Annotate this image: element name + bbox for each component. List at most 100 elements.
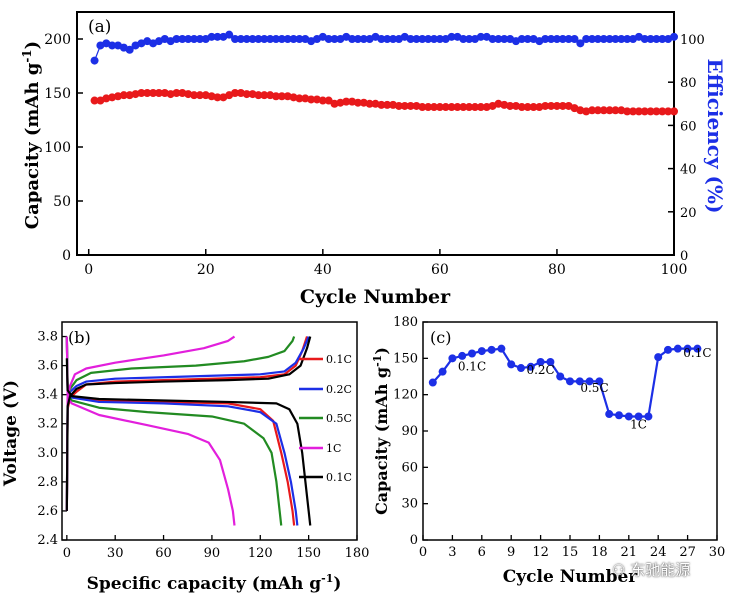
panel-a-y2tick-label: 100 bbox=[680, 33, 705, 48]
rate-point bbox=[497, 344, 506, 353]
efficiency-point bbox=[225, 30, 234, 39]
panel-c-chart: (c) Cycle Number Capacity (mAh g-1) 0 3 6 9… bbox=[371, 315, 725, 587]
rate-point bbox=[507, 360, 516, 369]
efficiency-point bbox=[254, 35, 263, 43]
capacity-point bbox=[213, 93, 222, 102]
efficiency-point bbox=[172, 35, 181, 43]
panel-b-ylabel: Voltage (V) bbox=[1, 380, 21, 487]
capacity-point bbox=[394, 101, 403, 110]
panel-a-ytick-label: 100 bbox=[44, 140, 71, 156]
capacity-point bbox=[143, 89, 152, 97]
rate-annotation: 0.5C bbox=[580, 381, 608, 395]
capacity-point bbox=[195, 91, 204, 100]
capacity-point bbox=[424, 103, 433, 112]
capacity-point bbox=[471, 103, 479, 112]
capacity-point bbox=[593, 106, 602, 115]
efficiency-point bbox=[459, 35, 468, 43]
capacity-point bbox=[277, 92, 286, 101]
watermark-text: 东驰能源 bbox=[630, 561, 691, 579]
efficiency-point bbox=[599, 35, 608, 43]
efficiency-point bbox=[348, 35, 357, 43]
efficiency-point bbox=[435, 35, 444, 43]
rate-point bbox=[468, 349, 476, 358]
capacity-point bbox=[664, 107, 673, 116]
capacity-point bbox=[447, 103, 456, 112]
efficiency-point bbox=[617, 35, 626, 43]
panel-c-xtick-label: 0 bbox=[419, 545, 427, 560]
efficiency-point bbox=[125, 45, 134, 54]
capacity-point bbox=[307, 95, 316, 104]
efficiency-point bbox=[295, 35, 304, 43]
efficiency-point bbox=[558, 35, 567, 43]
panel-a-ytick-label: 150 bbox=[44, 86, 71, 102]
capacity-point bbox=[406, 101, 415, 110]
panel-c-xtick-label: 24 bbox=[650, 545, 667, 560]
rate-point bbox=[634, 412, 643, 421]
capacity-point bbox=[318, 96, 327, 105]
capacity-point bbox=[552, 101, 561, 110]
panel-c-ytick-label: 120 bbox=[393, 388, 418, 403]
capacity-point bbox=[342, 97, 351, 106]
efficiency-point bbox=[324, 35, 333, 43]
legend-label: 0.2C bbox=[326, 383, 352, 396]
rate-point bbox=[615, 411, 623, 420]
panel-b-ytick-label: 3.8 bbox=[37, 330, 58, 345]
efficiency-point bbox=[646, 35, 655, 43]
efficiency-point bbox=[658, 35, 667, 43]
capacity-point bbox=[400, 101, 409, 110]
panel-c-xtick-label: 6 bbox=[478, 545, 486, 560]
rate-point bbox=[546, 357, 555, 366]
capacity-point bbox=[453, 103, 462, 112]
efficiency-point bbox=[108, 41, 117, 50]
panel-b-xtick-label: 60 bbox=[155, 546, 172, 561]
panel-b-chart: (b) Specific capacity (mAh g-1) Voltage … bbox=[1, 321, 369, 594]
efficiency-point bbox=[242, 35, 251, 43]
capacity-point bbox=[295, 94, 304, 103]
voltage-curve-charge-blue bbox=[65, 336, 310, 511]
capacity-point bbox=[646, 107, 655, 116]
panel-b-xtick-label: 120 bbox=[248, 546, 273, 561]
panel-b-frame bbox=[61, 321, 358, 541]
efficiency-point bbox=[283, 35, 292, 43]
panel-b-ytick-label: 3.0 bbox=[37, 446, 58, 461]
panel-a-y2tick-label: 40 bbox=[680, 163, 697, 178]
panel-b-xlabel: Specific capacity (mAh g-1) bbox=[87, 572, 342, 594]
efficiency-point bbox=[552, 35, 561, 43]
capacity-point bbox=[353, 98, 362, 107]
rate-point bbox=[654, 353, 663, 362]
efficiency-point bbox=[383, 35, 392, 43]
rate-point bbox=[673, 344, 682, 353]
panel-c-xtick-label: 27 bbox=[679, 545, 696, 560]
efficiency-point bbox=[670, 32, 678, 41]
capacity-point bbox=[640, 107, 649, 116]
capacity-point bbox=[476, 103, 485, 112]
voltage-curve-discharge-green bbox=[65, 336, 283, 526]
panel-c-xlabel: Cycle Number bbox=[503, 567, 639, 587]
capacity-point bbox=[90, 96, 99, 105]
rate-point bbox=[517, 364, 525, 373]
rate-point bbox=[438, 367, 447, 376]
rate-series-line bbox=[431, 347, 698, 418]
panel-c-xtick-label: 3 bbox=[448, 545, 456, 560]
efficiency-point bbox=[640, 35, 649, 43]
capacity-point bbox=[383, 100, 392, 109]
panel-c-label: (c) bbox=[430, 328, 451, 347]
efficiency-point bbox=[570, 35, 579, 43]
panel-a-chart: (a) Cycle Number Capacity (mAh g-1) Effi… bbox=[20, 11, 727, 308]
panel-b-ytick-label: 2.8 bbox=[37, 475, 58, 490]
panel-a-ytick-label: 0 bbox=[62, 248, 71, 264]
rate-point bbox=[477, 347, 486, 356]
efficiency-point bbox=[213, 32, 222, 41]
capacity-point bbox=[149, 89, 158, 97]
panel-c-xtick-label: 21 bbox=[621, 545, 638, 560]
efficiency-point bbox=[248, 35, 257, 43]
efficiency-point bbox=[582, 35, 591, 43]
panel-a-ylabel: Capacity (mAh g-1) bbox=[20, 41, 43, 229]
efficiency-point bbox=[523, 35, 532, 43]
voltage-curve-charge-magenta bbox=[65, 335, 236, 511]
rate-point bbox=[683, 344, 692, 353]
legend-label: 0.1C bbox=[326, 353, 352, 366]
watermark-icon: ⚇ bbox=[612, 561, 631, 579]
capacity-point bbox=[260, 91, 269, 100]
